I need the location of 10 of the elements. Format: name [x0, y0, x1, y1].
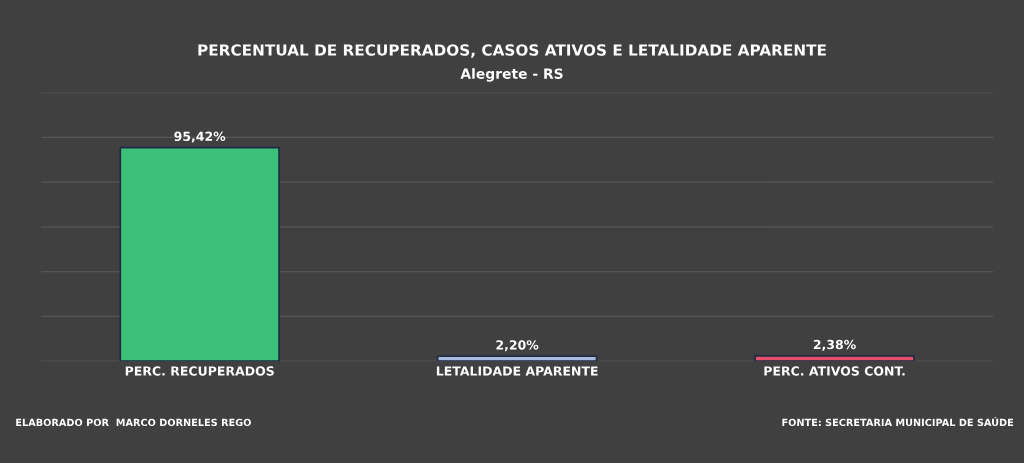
text: ELABORADO POR MARCO DORNELES REGO	[16, 418, 251, 427]
x-tick-label: LETALIDADE APARENTE	[436, 366, 598, 376]
data-label: 2,20%	[496, 340, 539, 352]
chart-subtitle: Alegrete - RS	[460, 68, 563, 82]
x-tick-label: PERC. RECUPERADOS	[125, 366, 274, 376]
x-tick-label: PERC. ATIVOS CONT.	[764, 366, 905, 376]
data-label: 2,38%	[813, 339, 856, 351]
data-label: 95,42%	[174, 131, 226, 143]
chart-title: PERCENTUAL DE RECUPERADOS, CASOS ATIVOS E LETALIDADE APARENTE	[198, 44, 826, 58]
source-note: FONTE: SECRETARIA MUNICIPAL DE SAÚDE	[782, 416, 1014, 427]
